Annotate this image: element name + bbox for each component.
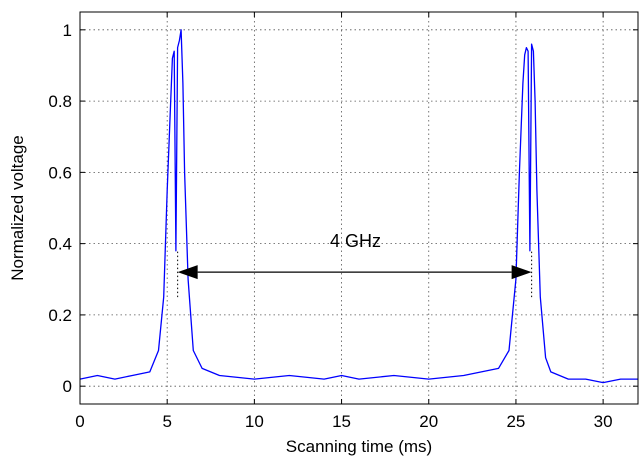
annotations: 4 GHz — [177, 231, 533, 298]
y-tick-label: 0.6 — [48, 163, 72, 182]
series-line-0 — [79, 29, 638, 384]
y-tick-label: 0 — [63, 377, 72, 396]
plot-frame — [79, 11, 639, 405]
y-axis-label: Normalized voltage — [8, 135, 27, 281]
x-tick-label: 15 — [332, 412, 351, 431]
ticks: 0 5 10 15 20 25 30 0 0.2 0.4 0.6 0.8 1 — [48, 12, 638, 431]
series-layer — [79, 29, 638, 384]
y-tick-label: 0.2 — [48, 306, 72, 325]
arrow-head-right — [511, 265, 532, 280]
x-tick-label: 25 — [506, 412, 525, 431]
annotation-label: 4 GHz — [330, 231, 381, 251]
x-tick-label: 0 — [75, 412, 84, 431]
x-tick-label: 5 — [162, 412, 171, 431]
x-tick-label: 30 — [594, 412, 613, 431]
y-tick-label: 0.4 — [48, 235, 72, 254]
x-tick-label: 20 — [419, 412, 438, 431]
y-tick-label: 1 — [63, 21, 72, 40]
arrow-head-left — [177, 265, 198, 280]
grid — [80, 12, 638, 404]
y-tick-label: 0.8 — [48, 92, 72, 111]
x-axis-label: Scanning time (ms) — [286, 437, 432, 456]
x-tick-label: 10 — [245, 412, 264, 431]
